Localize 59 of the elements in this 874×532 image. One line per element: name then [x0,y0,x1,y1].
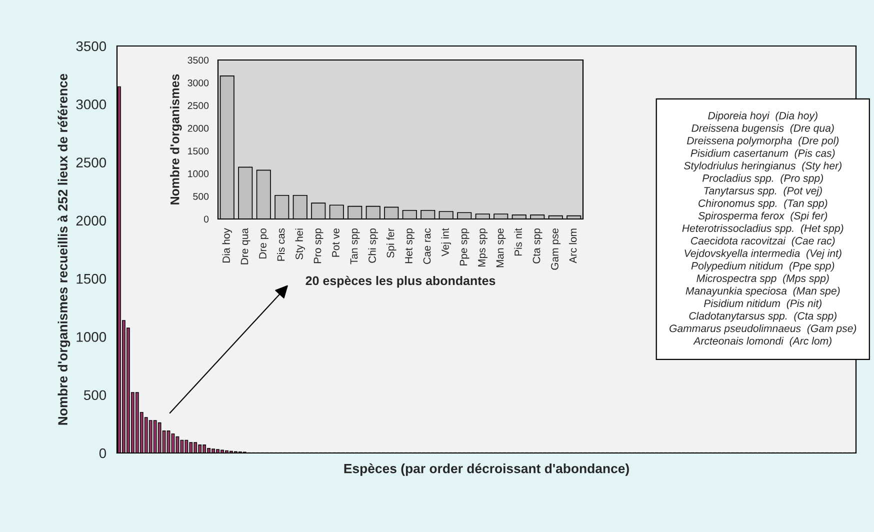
x-tick-label: Cta spp [532,228,542,264]
y-tick-label: 3000 [76,99,106,110]
x-tick-label: Chi spp [368,228,378,263]
y-tick-label: 3500 [188,56,209,64]
y-tick-label: 500 [84,390,106,400]
y-tick-label: 2500 [76,158,106,168]
x-tick-label: Dia hoy [222,228,232,262]
annotation: Gammarus pseudolimnaeus (Gam pse) [670,324,856,334]
x-tick-label: Dre po [259,228,268,258]
x-tick-label: Ppe spp [460,228,470,266]
annotation: Caecidota racovitzai (Cae rac) [691,236,835,247]
x-tick-label: Cae rac [423,228,431,264]
x-tick-label: Pro spp [314,228,324,264]
annotation: Pisidium casertanum (Pis cas) [690,149,835,159]
x-tick-label: Sty hei [295,228,305,260]
y-tick-label: 1500 [188,148,209,154]
annotation: Microspectra spp (Mps spp) [696,274,829,284]
y-tick-label: 0 [204,216,209,223]
x-tick-label: Tan spp [350,228,360,264]
x-axis-title: 20 espèces les plus abondantes [306,276,496,288]
x-tick-label: Pot ve [332,228,340,257]
y-tick-label: 2500 [188,102,209,110]
annotation: Manayunkia speciosa (Man spe) [686,286,840,297]
x-tick-label: Mps spp [478,228,488,267]
annotation: Chironomus spp. (Tan spp) [698,199,828,210]
x-tick-label: Pis cas [277,228,285,261]
annotation: Tanytarsus spp. (Pot vej) [704,186,822,197]
y-axis-title: Nombre d'organismes recueillis à 252 lieux de référence [58,74,70,425]
annotation: Stylodriulus heringianus (Sty her) [684,162,842,172]
y-tick-label: 2000 [188,124,209,132]
x-tick-label: Arc lom [569,228,577,264]
x-tick-label: Pis nit [514,228,522,256]
y-tick-label: 500 [193,193,209,200]
y-tick-label: 3500 [76,41,106,52]
x-axis-title: Espèces (par order décroissant d'abondance) [344,463,629,476]
x-tick-label: Gam pse [551,228,560,270]
x-tick-label: Man spe [496,228,506,268]
annotation: Heterotrissocladius spp. (Het spp) [682,224,844,234]
y-axis-title: Nombre d'organismes [170,74,182,204]
annotation: Arcteonais lomondi (Arc lom) [693,336,832,347]
annotation: Dreissena polymorpha (Dre pol) [686,136,839,146]
annotation: Diporeia hoyi (Dia hoy) [708,112,818,122]
y-tick-label: 3000 [188,79,209,86]
annotation: Polypedium nitidum (Ppe spp) [691,262,834,272]
annotation: Vejdovskyella intermedia (Vej int) [684,249,842,260]
annotation: Cladotanytarsus spp. (Cta spp) [689,312,836,322]
annotation: Pisidium nitidum (Pis nit) [704,299,822,310]
y-tick-label: 1500 [76,274,106,284]
annotation: Spirosperma ferox (Spi fer) [698,212,828,222]
y-tick-label: 2000 [76,216,106,226]
annotation: Dreissena bugensis (Dre qua) [692,124,834,134]
y-tick-label: 1000 [188,170,209,178]
y-tick-label: 0 [99,448,106,458]
x-tick-label: Het spp [405,228,414,264]
x-tick-label: Vej int [441,228,451,256]
x-tick-label: Dre qua [240,228,250,264]
x-tick-label: Spi fer [386,228,396,258]
annotation: Procladius spp. (Pro spp) [702,174,823,184]
y-tick-label: 1000 [76,332,106,342]
